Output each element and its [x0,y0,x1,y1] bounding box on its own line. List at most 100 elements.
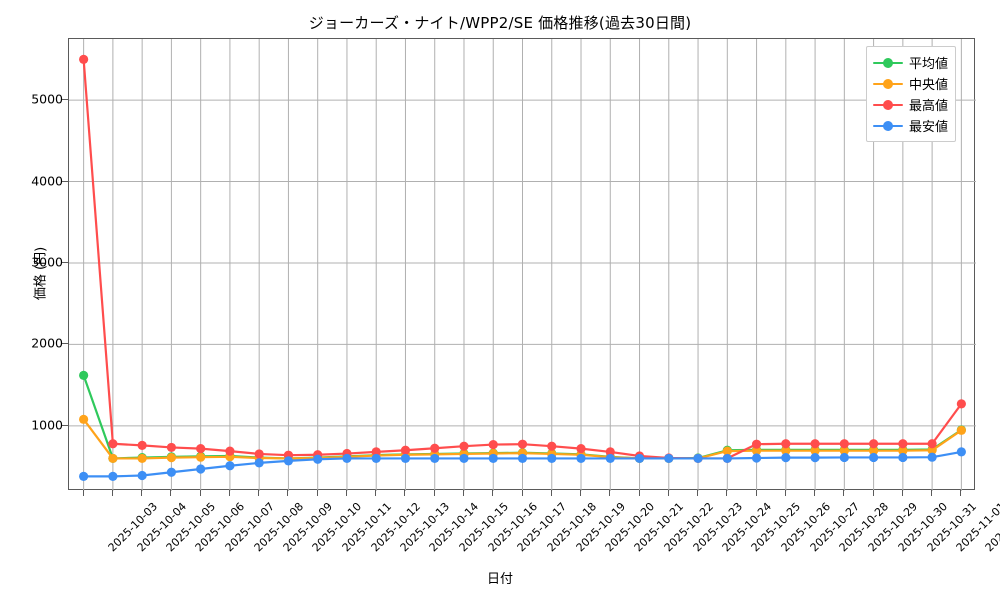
series-marker [166,467,177,477]
series-marker [634,453,645,464]
series-marker [956,425,966,435]
x-axis-label: 日付 [486,572,513,587]
x-tick-mark [433,490,435,496]
series-marker [313,454,323,464]
series-marker [781,446,791,456]
x-tick-mark [726,490,728,496]
series-marker [722,446,732,456]
series-marker [781,453,791,463]
data-series-layer [79,54,966,481]
x-tick-mark [667,490,669,496]
legend-swatch-icon [873,119,903,133]
series-marker [722,453,732,464]
series-marker [839,439,849,449]
x-tick-mark [228,490,230,496]
series-marker [810,453,820,463]
data-series [79,54,966,464]
series-marker [459,441,469,451]
series-marker [693,453,703,464]
x-tick-mark [901,490,903,496]
x-tick-mark [375,490,377,496]
series-marker [781,439,791,449]
series-marker [371,447,381,457]
legend-item[interactable]: 最高値 [873,94,948,115]
series-marker [517,439,528,449]
series-marker [400,445,411,455]
series-marker [371,453,381,464]
x-tick-mark [111,490,113,496]
series-marker [79,370,89,380]
series-marker [751,446,762,456]
legend-item[interactable]: 中央値 [873,73,948,94]
chart-legend: 平均値中央値最高値最安値 [866,46,957,142]
series-marker [605,447,615,457]
series-marker [108,453,118,464]
series-marker [517,453,528,464]
x-tick-mark [580,490,582,496]
series-marker [400,453,411,464]
x-tick-mark [931,490,933,496]
y-tick-label: 2000 [31,335,63,351]
series-marker [927,439,937,449]
series-marker [254,458,264,468]
x-tick-mark [199,490,201,496]
series-marker [547,441,557,451]
legend-label: 最高値 [909,99,949,114]
x-tick-mark [609,490,611,496]
data-series [79,447,966,481]
x-tick-mark [170,490,172,496]
x-tick-mark [287,490,289,496]
series-marker [79,471,89,481]
series-marker [956,447,966,457]
legend-swatch-icon [873,98,903,112]
series-marker [108,439,118,449]
x-tick-mark [638,490,640,496]
series-marker [166,442,177,453]
series-marker [547,453,557,464]
legend-item[interactable]: 最安値 [873,115,948,136]
x-tick-mark [872,490,874,496]
series-marker [488,453,498,464]
series-marker [839,446,849,456]
series-marker [430,453,440,464]
series-marker [868,439,879,449]
x-tick-mark [550,490,552,496]
series-marker [839,452,849,463]
x-tick-mark [258,490,260,496]
series-line [82,58,963,460]
y-axis-label: 価格 (円) [33,246,49,301]
legend-label: 最安値 [909,120,949,135]
x-tick-mark [843,490,845,496]
series-marker [79,54,89,64]
series-marker [810,439,820,449]
series-marker [810,446,820,456]
series-marker [459,453,469,464]
series-marker [488,439,498,450]
legend-swatch-icon [873,77,903,91]
series-marker [927,445,937,455]
x-tick-mark [345,490,347,496]
series-marker [137,453,147,464]
y-tick-label: 5000 [31,91,63,107]
x-tick-mark [755,490,757,496]
series-marker [283,456,294,466]
series-marker [576,444,586,454]
x-tick-mark [141,490,143,496]
series-marker [196,444,206,454]
x-tick-mark [462,490,464,496]
series-marker [430,443,440,453]
plot-area [68,38,976,491]
legend-label: 中央値 [909,78,949,93]
series-marker [664,453,674,464]
series-marker [254,449,264,459]
series-marker [576,453,586,464]
legend-item[interactable]: 平均値 [873,52,948,73]
x-tick-mark [316,490,318,496]
series-marker [79,414,89,424]
x-tick-mark [82,490,84,496]
x-tick-mark [492,490,494,496]
x-tick-mark [784,490,786,496]
series-marker [225,446,235,456]
x-tick-mark [521,490,523,496]
